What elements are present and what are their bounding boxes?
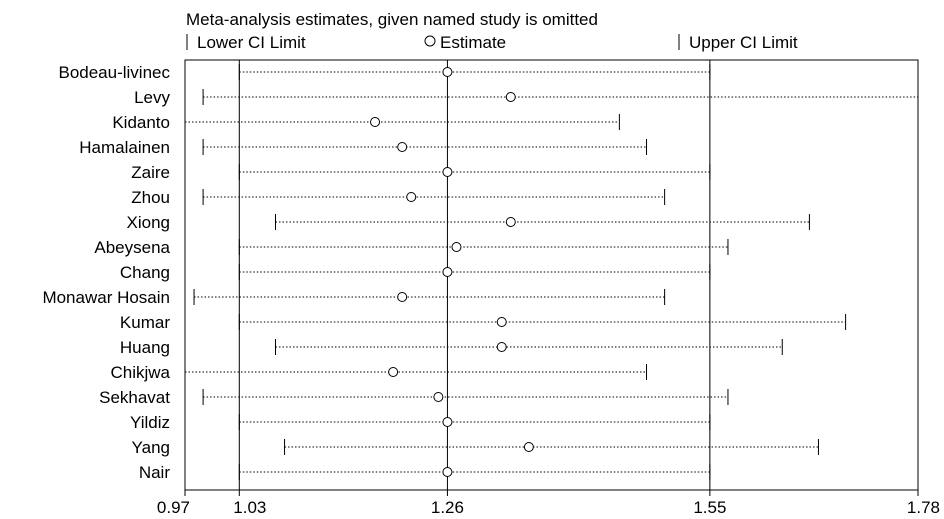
x-tick-label: 1.03 xyxy=(233,498,266,517)
study-row: Kumar xyxy=(120,313,847,332)
x-tick-label: 0.97 xyxy=(157,498,190,517)
study-label: Sekhavat xyxy=(99,388,170,407)
study-label: Zaire xyxy=(131,163,170,182)
study-rows: Bodeau-livinec Levy Kidanto Hamalainen Zaire… xyxy=(42,63,919,482)
estimate-point xyxy=(442,267,453,277)
study-row: Sekhavat xyxy=(99,388,729,407)
estimate-point xyxy=(442,167,453,177)
study-label: Kumar xyxy=(120,313,170,332)
study-row: Kidanto xyxy=(112,113,620,132)
study-label: Yildiz xyxy=(130,413,170,432)
study-label: Bodeau-livinec xyxy=(58,63,170,82)
study-label: Huang xyxy=(120,338,170,357)
estimate-point xyxy=(496,317,507,327)
study-row: Yang xyxy=(132,438,819,457)
x-axis: 0.97 1.03 1.26 1.55 1.78 xyxy=(157,490,940,517)
study-row: Chikjwa xyxy=(110,363,648,382)
study-row: Chang xyxy=(120,263,711,282)
x-tick-label: 1.26 xyxy=(431,498,464,517)
estimate-point xyxy=(388,367,399,377)
study-label: Chang xyxy=(120,263,170,282)
study-row: Huang xyxy=(120,338,783,357)
study-row: Zhou xyxy=(131,188,666,207)
study-label: Kidanto xyxy=(112,113,170,132)
study-label: Hamalainen xyxy=(79,138,170,157)
chart-title: Meta-analysis estimates, given named stu… xyxy=(186,10,598,29)
study-label: Chikjwa xyxy=(110,363,170,382)
legend-estimate-marker xyxy=(424,35,436,47)
estimate-point xyxy=(442,417,453,427)
plot-frame xyxy=(184,59,919,491)
legend-lower-label: Lower CI Limit xyxy=(197,33,306,52)
study-row: Levy xyxy=(134,88,919,107)
estimate-point xyxy=(505,92,516,102)
study-row: Abeysena xyxy=(94,238,729,257)
estimate-point xyxy=(505,217,516,227)
study-row: Nair xyxy=(139,463,711,482)
study-label: Monawar Hosain xyxy=(42,288,170,307)
study-row: Monawar Hosain xyxy=(42,288,666,307)
study-row: Zaire xyxy=(131,163,711,182)
estimate-point xyxy=(496,342,507,352)
study-label: Levy xyxy=(134,88,170,107)
estimate-point xyxy=(397,292,408,302)
estimate-point xyxy=(523,442,534,452)
study-row: Hamalainen xyxy=(79,138,648,157)
study-label: Yang xyxy=(132,438,170,457)
x-tick-label: 1.55 xyxy=(693,498,726,517)
estimate-point xyxy=(370,117,381,127)
study-label: Xiong xyxy=(127,213,170,232)
study-row: Yildiz xyxy=(130,413,711,432)
estimate-point xyxy=(406,192,417,202)
study-row: Xiong xyxy=(127,213,810,232)
study-label: Abeysena xyxy=(94,238,170,257)
study-label: Zhou xyxy=(131,188,170,207)
x-tick-label: 1.78 xyxy=(907,498,940,517)
estimate-point xyxy=(442,67,453,77)
estimate-point xyxy=(451,242,462,252)
estimate-point xyxy=(442,467,453,477)
legend: Lower CI Limit Estimate Upper CI Limit xyxy=(186,33,798,52)
legend-upper-label: Upper CI Limit xyxy=(689,33,798,52)
estimate-point xyxy=(397,142,408,152)
study-row: Bodeau-livinec xyxy=(58,63,711,82)
reference-lines xyxy=(238,60,711,490)
study-label: Nair xyxy=(139,463,171,482)
legend-estimate-label: Estimate xyxy=(440,33,506,52)
estimate-point xyxy=(433,392,444,402)
